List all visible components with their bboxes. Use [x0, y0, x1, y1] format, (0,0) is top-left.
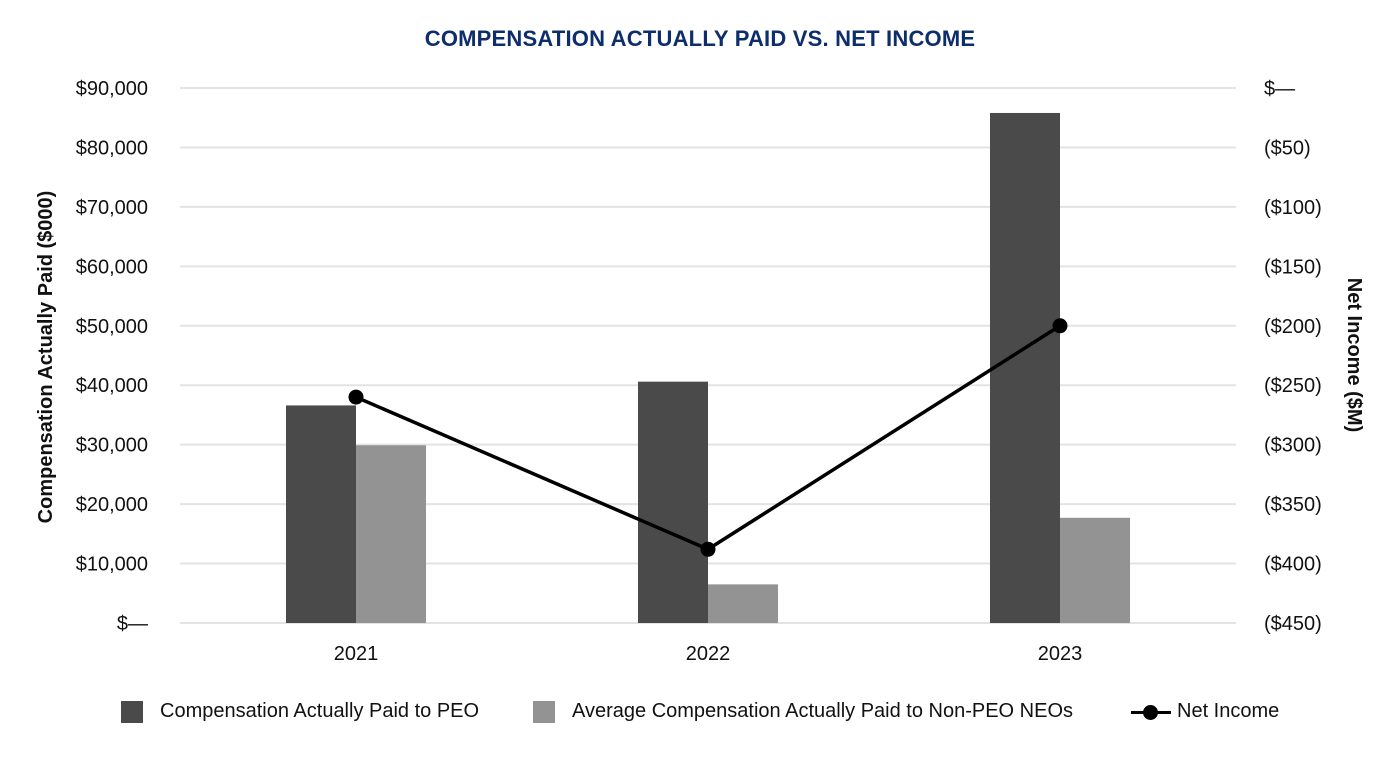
legend-swatch-peo: [121, 700, 143, 723]
x-tick-label: 2023: [1038, 643, 1083, 665]
y-tick-label: $40,000: [76, 375, 148, 397]
net-income-point: [348, 389, 364, 405]
legend-item-non-peo: Average Compensation Actually Paid to No…: [533, 700, 1073, 723]
y2-axis-title: Net Income ($M): [1343, 278, 1365, 432]
bar-non-peo: [708, 584, 778, 623]
y-tick-label: $70,000: [76, 197, 148, 219]
net-income-point: [700, 541, 716, 557]
y2-tick-label: ($300): [1264, 435, 1322, 457]
legend-label-non-peo: Average Compensation Actually Paid to No…: [572, 700, 1073, 722]
chart-plot: $— $10,000 $20,000 $30,000 $40,000 $50,000 $60…: [35, 78, 1365, 665]
chart-title: COMPENSATION ACTUALLY PAID VS. NET INCOM…: [424, 26, 976, 51]
bar-non-peo: [356, 445, 426, 623]
y-tick-label: $80,000: [76, 137, 148, 159]
legend-swatch-non-peo: [533, 700, 555, 723]
y-tick-label: $30,000: [76, 435, 148, 457]
bar-peo: [638, 381, 708, 623]
y2-tick-label: ($50): [1264, 137, 1311, 159]
y-tick-label: $50,000: [76, 316, 148, 338]
legend-label-net-income: Net Income: [1177, 700, 1280, 722]
y2-tick-label: ($350): [1264, 494, 1322, 516]
legend-swatch-net-income: [1131, 701, 1171, 723]
net-income-point: [1052, 318, 1068, 334]
y2-tick-label: ($200): [1264, 316, 1322, 338]
bar-peo: [990, 112, 1060, 623]
bar-non-peo: [1060, 517, 1130, 623]
y-tick-label: $10,000: [76, 554, 148, 576]
y-tick-label: $20,000: [76, 494, 148, 516]
y-tick-label: $—: [117, 613, 148, 635]
y-tick-label: $60,000: [76, 256, 148, 278]
y2-tick-label: ($150): [1264, 256, 1322, 278]
bar-peo: [286, 405, 356, 623]
legend-item-net-income: Net Income: [1131, 700, 1279, 723]
y2-tick-label: $—: [1264, 78, 1295, 100]
y-tick-label: $90,000: [76, 78, 148, 100]
y2-tick-label: ($250): [1264, 375, 1322, 397]
legend-item-peo: Compensation Actually Paid to PEO: [121, 700, 479, 723]
legend-label-peo: Compensation Actually Paid to PEO: [160, 700, 480, 722]
y-axis-title: Compensation Actually Paid ($000): [35, 191, 57, 524]
y2-tick-label: ($450): [1264, 613, 1322, 635]
y2-tick-label: ($100): [1264, 197, 1322, 219]
y2-tick-label: ($400): [1264, 554, 1322, 576]
x-tick-label: 2021: [334, 643, 379, 665]
x-tick-label: 2022: [686, 643, 731, 665]
chart-legend: Compensation Actually Paid to PEO Averag…: [0, 700, 1400, 730]
